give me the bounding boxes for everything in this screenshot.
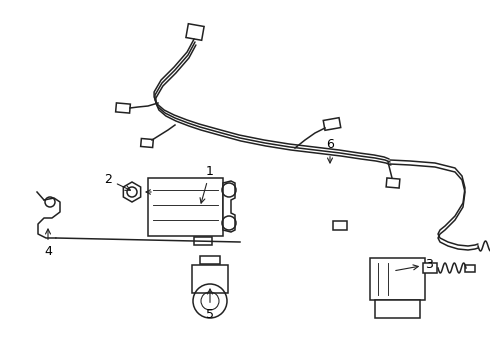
Polygon shape — [386, 178, 400, 188]
Polygon shape — [465, 265, 475, 271]
Polygon shape — [333, 220, 347, 230]
Bar — [375, 300, 420, 318]
Polygon shape — [194, 237, 212, 245]
Text: 6: 6 — [326, 138, 334, 163]
Polygon shape — [323, 118, 341, 130]
Polygon shape — [116, 103, 130, 113]
Polygon shape — [423, 263, 437, 273]
Polygon shape — [186, 24, 204, 40]
Bar — [370, 258, 425, 300]
Text: 5: 5 — [206, 289, 214, 321]
Polygon shape — [141, 139, 153, 148]
Polygon shape — [223, 181, 235, 232]
Text: 1: 1 — [200, 165, 214, 203]
Text: 3: 3 — [396, 258, 433, 271]
Bar — [148, 178, 223, 236]
Polygon shape — [123, 182, 141, 202]
Text: 2: 2 — [104, 173, 130, 190]
Bar — [192, 265, 228, 293]
Text: 4: 4 — [44, 229, 52, 258]
Polygon shape — [200, 256, 220, 264]
